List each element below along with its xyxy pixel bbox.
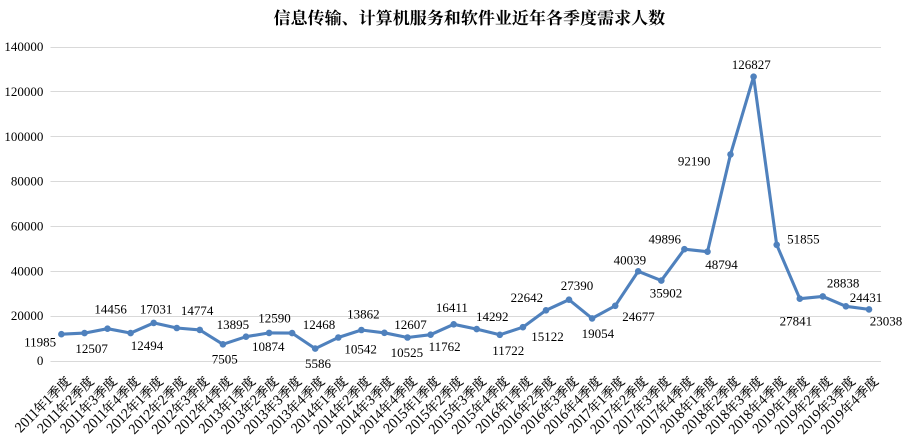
svg-text:24677: 24677 bbox=[622, 309, 655, 324]
svg-text:92190: 92190 bbox=[678, 153, 711, 168]
svg-text:80000: 80000 bbox=[11, 174, 44, 189]
svg-text:60000: 60000 bbox=[11, 219, 44, 234]
svg-text:40039: 40039 bbox=[614, 252, 647, 267]
svg-text:13862: 13862 bbox=[347, 307, 380, 322]
svg-text:11722: 11722 bbox=[492, 343, 524, 358]
svg-text:15122: 15122 bbox=[531, 329, 564, 344]
svg-text:12607: 12607 bbox=[394, 317, 427, 332]
svg-text:11985: 11985 bbox=[24, 335, 56, 350]
svg-text:14774: 14774 bbox=[181, 303, 214, 318]
svg-text:17031: 17031 bbox=[140, 302, 173, 317]
svg-text:140000: 140000 bbox=[4, 39, 43, 54]
svg-text:35902: 35902 bbox=[650, 286, 683, 301]
svg-text:7505: 7505 bbox=[212, 351, 238, 366]
svg-text:12507: 12507 bbox=[75, 341, 108, 356]
svg-text:120000: 120000 bbox=[4, 84, 43, 99]
svg-text:49896: 49896 bbox=[649, 231, 682, 246]
svg-text:13895: 13895 bbox=[217, 317, 250, 332]
svg-text:51855: 51855 bbox=[787, 232, 820, 247]
svg-text:10525: 10525 bbox=[391, 345, 424, 360]
svg-text:28838: 28838 bbox=[827, 276, 860, 291]
svg-text:14292: 14292 bbox=[476, 309, 509, 324]
svg-text:16411: 16411 bbox=[436, 300, 468, 315]
svg-text:48794: 48794 bbox=[705, 257, 738, 272]
svg-text:27841: 27841 bbox=[780, 314, 813, 329]
svg-text:10542: 10542 bbox=[344, 341, 377, 356]
svg-text:11762: 11762 bbox=[429, 339, 461, 354]
svg-text:22642: 22642 bbox=[511, 290, 543, 305]
svg-text:40000: 40000 bbox=[11, 263, 44, 278]
svg-text:24431: 24431 bbox=[850, 290, 883, 305]
svg-text:12590: 12590 bbox=[258, 311, 291, 326]
svg-text:126827: 126827 bbox=[732, 57, 772, 72]
svg-text:0: 0 bbox=[37, 353, 44, 368]
svg-text:20000: 20000 bbox=[11, 308, 44, 323]
svg-text:100000: 100000 bbox=[4, 129, 43, 144]
svg-text:5586: 5586 bbox=[305, 356, 332, 371]
svg-text:27390: 27390 bbox=[561, 278, 594, 293]
svg-text:19054: 19054 bbox=[582, 326, 615, 341]
svg-text:14456: 14456 bbox=[94, 302, 127, 317]
svg-text:12468: 12468 bbox=[303, 317, 336, 332]
svg-text:12494: 12494 bbox=[131, 338, 164, 353]
svg-text:23038: 23038 bbox=[870, 314, 903, 329]
svg-text:10874: 10874 bbox=[252, 339, 285, 354]
